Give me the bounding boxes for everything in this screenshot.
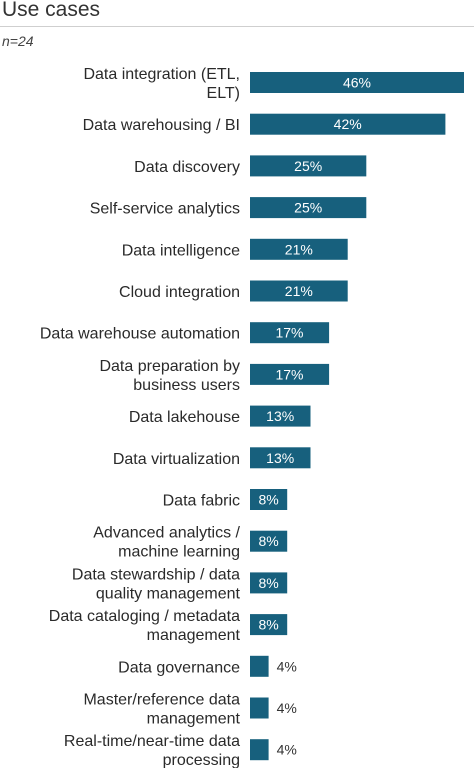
bar-1 bbox=[250, 113, 446, 135]
value-label-0: 46% bbox=[343, 75, 371, 91]
bar-10 bbox=[250, 489, 288, 510]
value-label-8: 13% bbox=[266, 408, 294, 424]
value-label-4: 21% bbox=[285, 241, 313, 257]
category-label-8: Data lakehouse bbox=[129, 409, 240, 426]
bar-3 bbox=[250, 197, 367, 219]
category-label-15: Master/reference data management bbox=[83, 692, 240, 728]
bar-11 bbox=[250, 530, 288, 552]
value-label-16: 4% bbox=[277, 742, 297, 758]
bar-16 bbox=[250, 739, 269, 761]
bar-4 bbox=[250, 238, 348, 260]
value-label-11: 8% bbox=[258, 533, 278, 549]
category-label-9: Data virtualization bbox=[113, 451, 240, 468]
bar-5 bbox=[250, 280, 348, 302]
category-label-11: Advanced analytics / machine learning bbox=[93, 525, 240, 561]
category-label-13: Data cataloging / metadata management bbox=[49, 608, 241, 644]
value-label-9: 13% bbox=[266, 450, 294, 466]
category-label-16: Real-time/near-time data processing bbox=[64, 733, 240, 768]
bar-12 bbox=[250, 572, 288, 594]
bar-15 bbox=[250, 697, 269, 719]
sample-size-note: n=24 bbox=[2, 33, 34, 49]
category-label-2: Data discovery bbox=[134, 159, 240, 176]
category-label-0: Data integration (ETL, ELT) bbox=[83, 66, 240, 102]
value-label-1: 42% bbox=[334, 116, 362, 132]
chart-title: Use cases bbox=[2, 0, 101, 21]
category-label-10: Data fabric bbox=[163, 493, 240, 510]
bar-13 bbox=[250, 614, 288, 636]
category-label-7: Data preparation by business users bbox=[99, 358, 240, 394]
category-label-4: Data intelligence bbox=[122, 242, 240, 259]
bar-6 bbox=[250, 322, 330, 344]
value-label-15: 4% bbox=[277, 700, 297, 716]
category-label-14: Data governance bbox=[118, 659, 240, 676]
category-label-6: Data warehouse automation bbox=[40, 326, 240, 343]
value-label-5: 21% bbox=[285, 283, 313, 299]
value-label-2: 25% bbox=[294, 158, 322, 174]
value-label-13: 8% bbox=[258, 617, 278, 633]
value-label-14: 4% bbox=[277, 658, 297, 674]
category-label-12: Data stewardship / data quality managemen… bbox=[72, 566, 241, 602]
value-label-10: 8% bbox=[258, 492, 278, 508]
value-label-12: 8% bbox=[258, 575, 278, 591]
category-label-3: Self-service analytics bbox=[90, 201, 240, 218]
title-divider bbox=[0, 26, 474, 27]
bar-9 bbox=[250, 447, 311, 469]
category-label-5: Cloud integration bbox=[119, 284, 240, 301]
bar-0 bbox=[250, 72, 464, 93]
value-label-7: 17% bbox=[275, 366, 303, 382]
bar-7 bbox=[250, 363, 330, 385]
bar-2 bbox=[250, 155, 367, 177]
bar-8 bbox=[250, 405, 311, 427]
category-label-1: Data warehousing / BI bbox=[83, 117, 240, 134]
value-label-3: 25% bbox=[294, 200, 322, 216]
value-label-6: 17% bbox=[275, 325, 303, 341]
bar-14 bbox=[250, 655, 269, 677]
